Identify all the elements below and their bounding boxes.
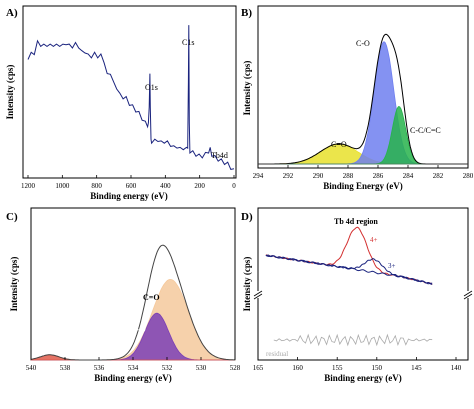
panel-b-peak-label-cdo: C=O — [331, 140, 347, 149]
panel-a-x-ticks: 1200 1000 800 600 400 200 0 — [21, 175, 236, 190]
panel-b-peaks — [258, 41, 468, 165]
panel-c-label: C) — [6, 211, 18, 223]
panel-c-x-ticks: 540 538 536 534 532 530 528 — [26, 357, 241, 372]
panel-b-peak-area — [258, 41, 468, 165]
panel-a-x-tick-label: 800 — [91, 182, 102, 190]
panel-b-x-tick-label: 284 — [403, 172, 414, 180]
panel-d-axis-break-right — [463, 290, 473, 300]
panel-c-x-tick-label: 530 — [196, 364, 207, 372]
panel-a-y-axis-label: Intensity (cps) — [5, 65, 15, 120]
panel-b-x-tick-label: 292 — [283, 172, 294, 180]
panel-b-x-tick-label: 282 — [433, 172, 444, 180]
panel-b-peak-label-cc: C-C/C=C — [410, 126, 441, 135]
panel-a-x-tick-label: 1200 — [21, 182, 36, 190]
panel-c-x-tick-label: 536 — [94, 364, 105, 372]
panel-d-label: D) — [241, 211, 253, 223]
panel-b-x-tick-label: 280 — [463, 172, 474, 180]
panel-d-frame — [257, 207, 469, 361]
axis-break-mask-right — [463, 291, 472, 298]
panel-c-frame — [30, 207, 236, 361]
panel-d-x-tick-label: 150 — [372, 364, 383, 372]
panel-d-x-tick-label: 165 — [253, 364, 264, 372]
panel-c-peak-area — [31, 278, 236, 361]
panel-b-envelope-line — [258, 33, 468, 165]
panel-a-x-axis-label: Binding energy (eV) — [90, 191, 168, 201]
panel-b-frame — [257, 5, 469, 169]
axis-break-mask-left — [254, 291, 263, 298]
panel-b-x-ticks: 294 292 290 288 286 284 282 280 — [253, 165, 474, 180]
panel-d-residual-line — [273, 333, 433, 347]
panel-a-label: A) — [6, 7, 18, 19]
panel-c: C) 540 538 536 534 532 530 528 C=O C-O Binding… — [6, 207, 241, 383]
panel-d-label-3plus: 3+ — [388, 262, 396, 270]
axis-break-mark-left-1 — [253, 290, 263, 297]
panel-a-x-tick-label: 200 — [194, 182, 205, 190]
panel-a-survey-line — [27, 25, 235, 170]
panel-c-peak-label-co: C-O — [131, 325, 146, 334]
panel-b-x-tick-label: 286 — [373, 172, 384, 180]
panel-d-x-tick-label: 160 — [292, 364, 303, 372]
panel-c-envelope-line — [30, 244, 235, 361]
panel-a-c1s-label: C1s — [182, 38, 194, 47]
panel-d-x-tick-label: 140 — [451, 364, 462, 372]
panel-d-x-ticks: 165 160 155 150 145 140 — [253, 357, 462, 372]
panel-c-x-tick-label: 538 — [60, 364, 71, 372]
panel-c-x-tick-label: 532 — [162, 364, 173, 372]
axis-break-mark-right-1 — [463, 290, 473, 297]
panel-d-x-tick-label: 155 — [332, 364, 343, 372]
panel-d-label-4plus: 4+ — [370, 236, 378, 244]
panel-a-x-tick-label: 0 — [232, 182, 236, 190]
axis-break-mark-right-2 — [463, 293, 473, 300]
panel-a-frame — [22, 5, 237, 179]
panel-c-x-tick-label: 540 — [26, 364, 37, 372]
panel-b-y-axis-label: Intensity (cps) — [242, 61, 252, 116]
panel-d-title: Tb 4d region — [334, 217, 378, 226]
panel-d-y-axis-label: Intensity (cps) — [242, 257, 252, 312]
panel-a-tb4d-label: Tb4d — [211, 151, 228, 160]
panel-c-x-tick-label: 534 — [128, 364, 139, 372]
panel-b-x-tick-label: 290 — [313, 172, 324, 180]
panel-d-axis-break-left — [253, 290, 263, 300]
panel-c-y-axis-label: Intensity (cps) — [9, 257, 19, 312]
panel-d: D) Tb 4d region 165 160 155 150 145 140 4+ 3+… — [241, 207, 473, 383]
panel-d-background-line — [265, 254, 433, 285]
panel-d-x-tick-label: 145 — [411, 364, 422, 372]
panel-b-label: B) — [241, 7, 252, 19]
panel-d-label-residual: residual — [266, 350, 288, 358]
panel-b-peak-label-co: C-O — [356, 39, 370, 48]
panel-b-x-tick-label: 288 — [343, 172, 354, 180]
panel-a-x-tick-label: 400 — [160, 182, 171, 190]
axis-break-mark-left-2 — [253, 293, 263, 300]
panel-d-x-axis-label: Binding energy (eV) — [324, 373, 402, 383]
panel-d-4plus-line — [265, 226, 433, 285]
panel-b-x-tick-label: 294 — [253, 172, 264, 180]
panel-c-x-axis-label: Binding energy (eV) — [94, 373, 172, 383]
panel-b-x-axis-label: Binding Energy (eV) — [323, 181, 403, 191]
panel-c-peak-label-cdo: C=O — [143, 293, 160, 302]
panel-a: A) 1200 1000 800 600 400 200 0 O1s C1s Tb4d Bi… — [5, 5, 237, 201]
panel-b: B) 294 292 290 288 286 284 282 280 C-O C=O C-C/… — [241, 5, 474, 191]
panel-a-x-tick-label: 600 — [126, 182, 137, 190]
panel-c-x-tick-label: 528 — [230, 364, 241, 372]
panel-a-x-tick-label: 1000 — [55, 182, 70, 190]
panel-a-o1s-label: O1s — [145, 83, 158, 92]
panel-c-peaks — [30, 278, 236, 361]
panel-d-lines — [265, 226, 433, 285]
